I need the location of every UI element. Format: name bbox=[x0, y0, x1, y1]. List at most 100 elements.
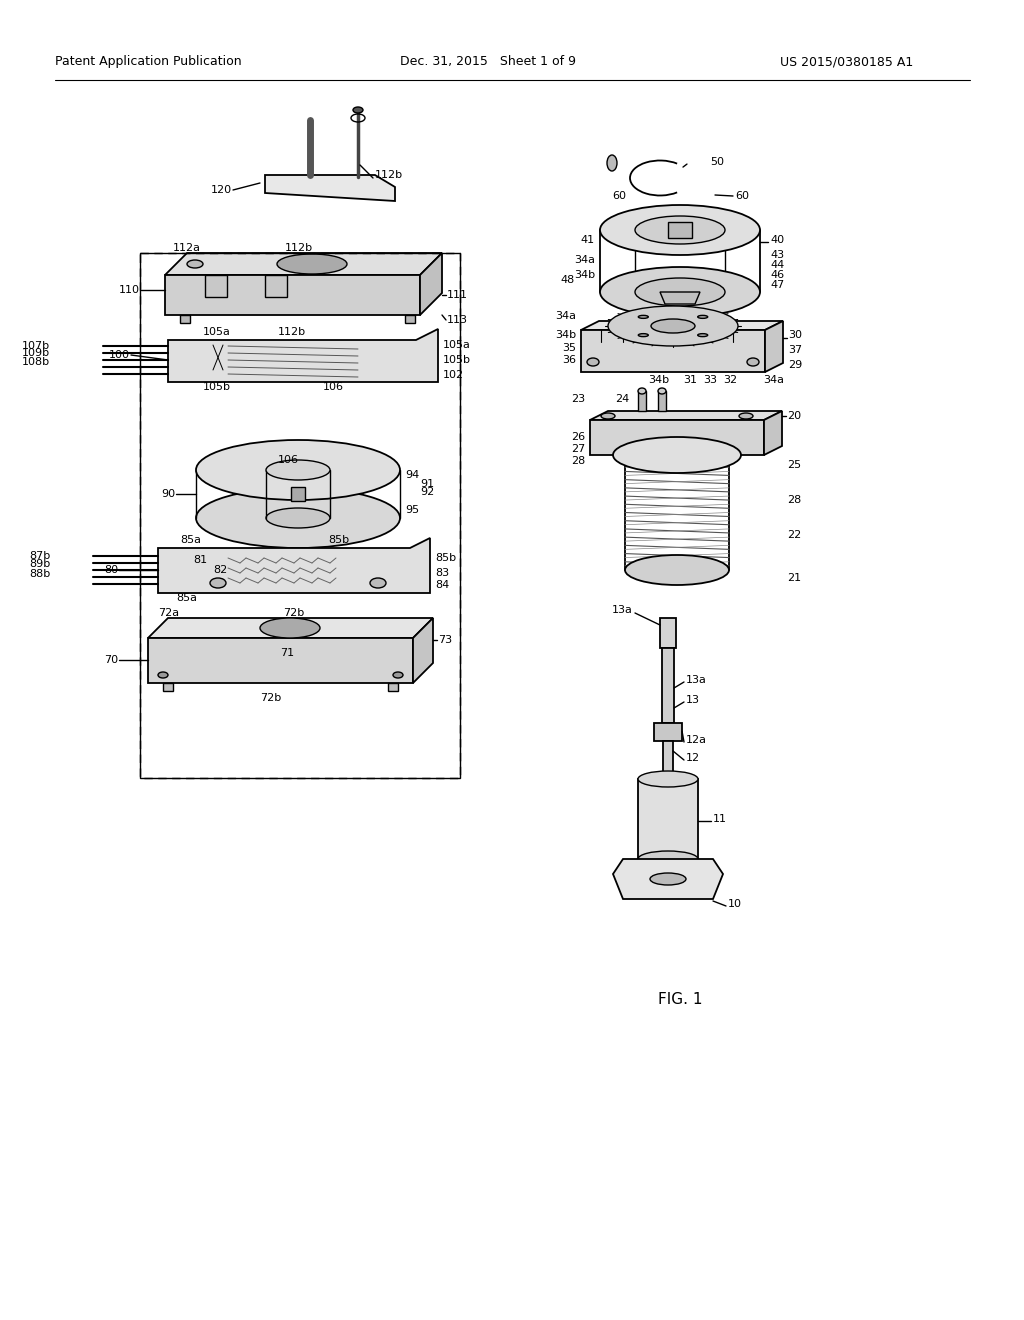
Ellipse shape bbox=[746, 358, 759, 366]
Text: 94: 94 bbox=[406, 470, 419, 480]
Text: 22: 22 bbox=[787, 531, 801, 540]
Text: 43: 43 bbox=[770, 249, 784, 260]
Text: 23: 23 bbox=[570, 393, 585, 404]
Text: 84: 84 bbox=[435, 579, 450, 590]
Text: 47: 47 bbox=[770, 280, 784, 290]
Polygon shape bbox=[165, 275, 420, 315]
Text: 85a: 85a bbox=[176, 593, 197, 603]
Text: 72a: 72a bbox=[158, 609, 179, 618]
Ellipse shape bbox=[638, 334, 648, 337]
Text: 85a: 85a bbox=[180, 535, 201, 545]
Text: 28: 28 bbox=[570, 455, 585, 466]
Ellipse shape bbox=[600, 267, 760, 317]
Text: 10: 10 bbox=[728, 899, 742, 909]
Text: 83: 83 bbox=[435, 568, 450, 578]
Ellipse shape bbox=[635, 216, 725, 244]
Text: 33: 33 bbox=[703, 375, 717, 385]
Text: 89b: 89b bbox=[29, 558, 50, 569]
Bar bbox=[265, 275, 287, 297]
Text: 80: 80 bbox=[103, 565, 118, 576]
Ellipse shape bbox=[613, 437, 741, 473]
Text: Dec. 31, 2015   Sheet 1 of 9: Dec. 31, 2015 Sheet 1 of 9 bbox=[400, 55, 575, 69]
Text: 112b: 112b bbox=[375, 170, 403, 180]
Text: 106: 106 bbox=[278, 455, 299, 465]
Text: 105a: 105a bbox=[443, 341, 471, 350]
Ellipse shape bbox=[187, 260, 203, 268]
Ellipse shape bbox=[638, 315, 648, 318]
Ellipse shape bbox=[608, 306, 738, 346]
Text: 112a: 112a bbox=[173, 243, 201, 253]
Ellipse shape bbox=[651, 319, 695, 333]
Ellipse shape bbox=[658, 388, 666, 393]
Text: 70: 70 bbox=[103, 655, 118, 665]
Ellipse shape bbox=[739, 413, 753, 418]
Text: 11: 11 bbox=[713, 814, 727, 824]
Text: 71: 71 bbox=[280, 648, 294, 657]
Polygon shape bbox=[613, 859, 723, 899]
Polygon shape bbox=[581, 330, 765, 372]
Bar bbox=[140, 253, 460, 777]
Text: 41: 41 bbox=[580, 235, 594, 246]
Text: 26: 26 bbox=[570, 432, 585, 442]
Ellipse shape bbox=[650, 873, 686, 884]
Text: 29: 29 bbox=[788, 360, 802, 370]
Ellipse shape bbox=[625, 440, 729, 470]
Text: 37: 37 bbox=[788, 345, 802, 355]
Text: 60: 60 bbox=[735, 191, 749, 201]
Text: 34a: 34a bbox=[574, 255, 595, 265]
Polygon shape bbox=[158, 539, 430, 593]
Text: 106: 106 bbox=[323, 381, 344, 392]
Bar bbox=[663, 741, 673, 779]
Text: 36: 36 bbox=[562, 355, 575, 366]
Text: 12: 12 bbox=[686, 752, 700, 763]
Text: 108b: 108b bbox=[22, 356, 50, 367]
Ellipse shape bbox=[638, 388, 646, 393]
Text: Patent Application Publication: Patent Application Publication bbox=[55, 55, 242, 69]
Text: 72b: 72b bbox=[283, 609, 304, 618]
Text: 21: 21 bbox=[787, 573, 801, 583]
Bar bbox=[140, 253, 460, 777]
Ellipse shape bbox=[158, 672, 168, 678]
Ellipse shape bbox=[196, 488, 400, 548]
Ellipse shape bbox=[278, 253, 347, 275]
Bar bbox=[205, 275, 227, 297]
Ellipse shape bbox=[635, 279, 725, 306]
Text: 102: 102 bbox=[443, 370, 464, 380]
Ellipse shape bbox=[697, 334, 708, 337]
Text: 112b: 112b bbox=[285, 243, 313, 253]
Text: 12a: 12a bbox=[686, 735, 707, 744]
Polygon shape bbox=[581, 321, 783, 330]
Polygon shape bbox=[413, 618, 433, 682]
Text: 111: 111 bbox=[447, 290, 468, 300]
Text: 120: 120 bbox=[211, 185, 232, 195]
Text: 13: 13 bbox=[686, 696, 700, 705]
Text: 113: 113 bbox=[447, 315, 468, 325]
Text: 24: 24 bbox=[615, 393, 630, 404]
Polygon shape bbox=[660, 292, 700, 304]
Text: 34b: 34b bbox=[555, 330, 575, 341]
Ellipse shape bbox=[353, 107, 362, 114]
Bar bbox=[291, 487, 305, 502]
Bar bbox=[163, 682, 173, 690]
Bar bbox=[638, 779, 698, 859]
Ellipse shape bbox=[638, 851, 698, 867]
Text: 112b: 112b bbox=[278, 327, 306, 337]
Text: 34a: 34a bbox=[555, 312, 575, 321]
Text: 35: 35 bbox=[562, 343, 575, 352]
Ellipse shape bbox=[260, 618, 319, 638]
Text: 20: 20 bbox=[787, 411, 801, 421]
Bar bbox=[662, 648, 674, 723]
Text: 30: 30 bbox=[788, 330, 802, 341]
Text: 85b: 85b bbox=[435, 553, 456, 564]
Text: 44: 44 bbox=[770, 260, 784, 271]
Text: 48: 48 bbox=[560, 275, 574, 285]
Polygon shape bbox=[590, 420, 764, 455]
Bar bbox=[668, 222, 692, 238]
Polygon shape bbox=[765, 321, 783, 372]
Text: 42: 42 bbox=[640, 227, 654, 238]
Bar bbox=[638, 391, 646, 411]
Bar bbox=[180, 315, 190, 323]
Text: 13a: 13a bbox=[612, 605, 633, 615]
Ellipse shape bbox=[601, 413, 615, 418]
Polygon shape bbox=[764, 411, 782, 455]
